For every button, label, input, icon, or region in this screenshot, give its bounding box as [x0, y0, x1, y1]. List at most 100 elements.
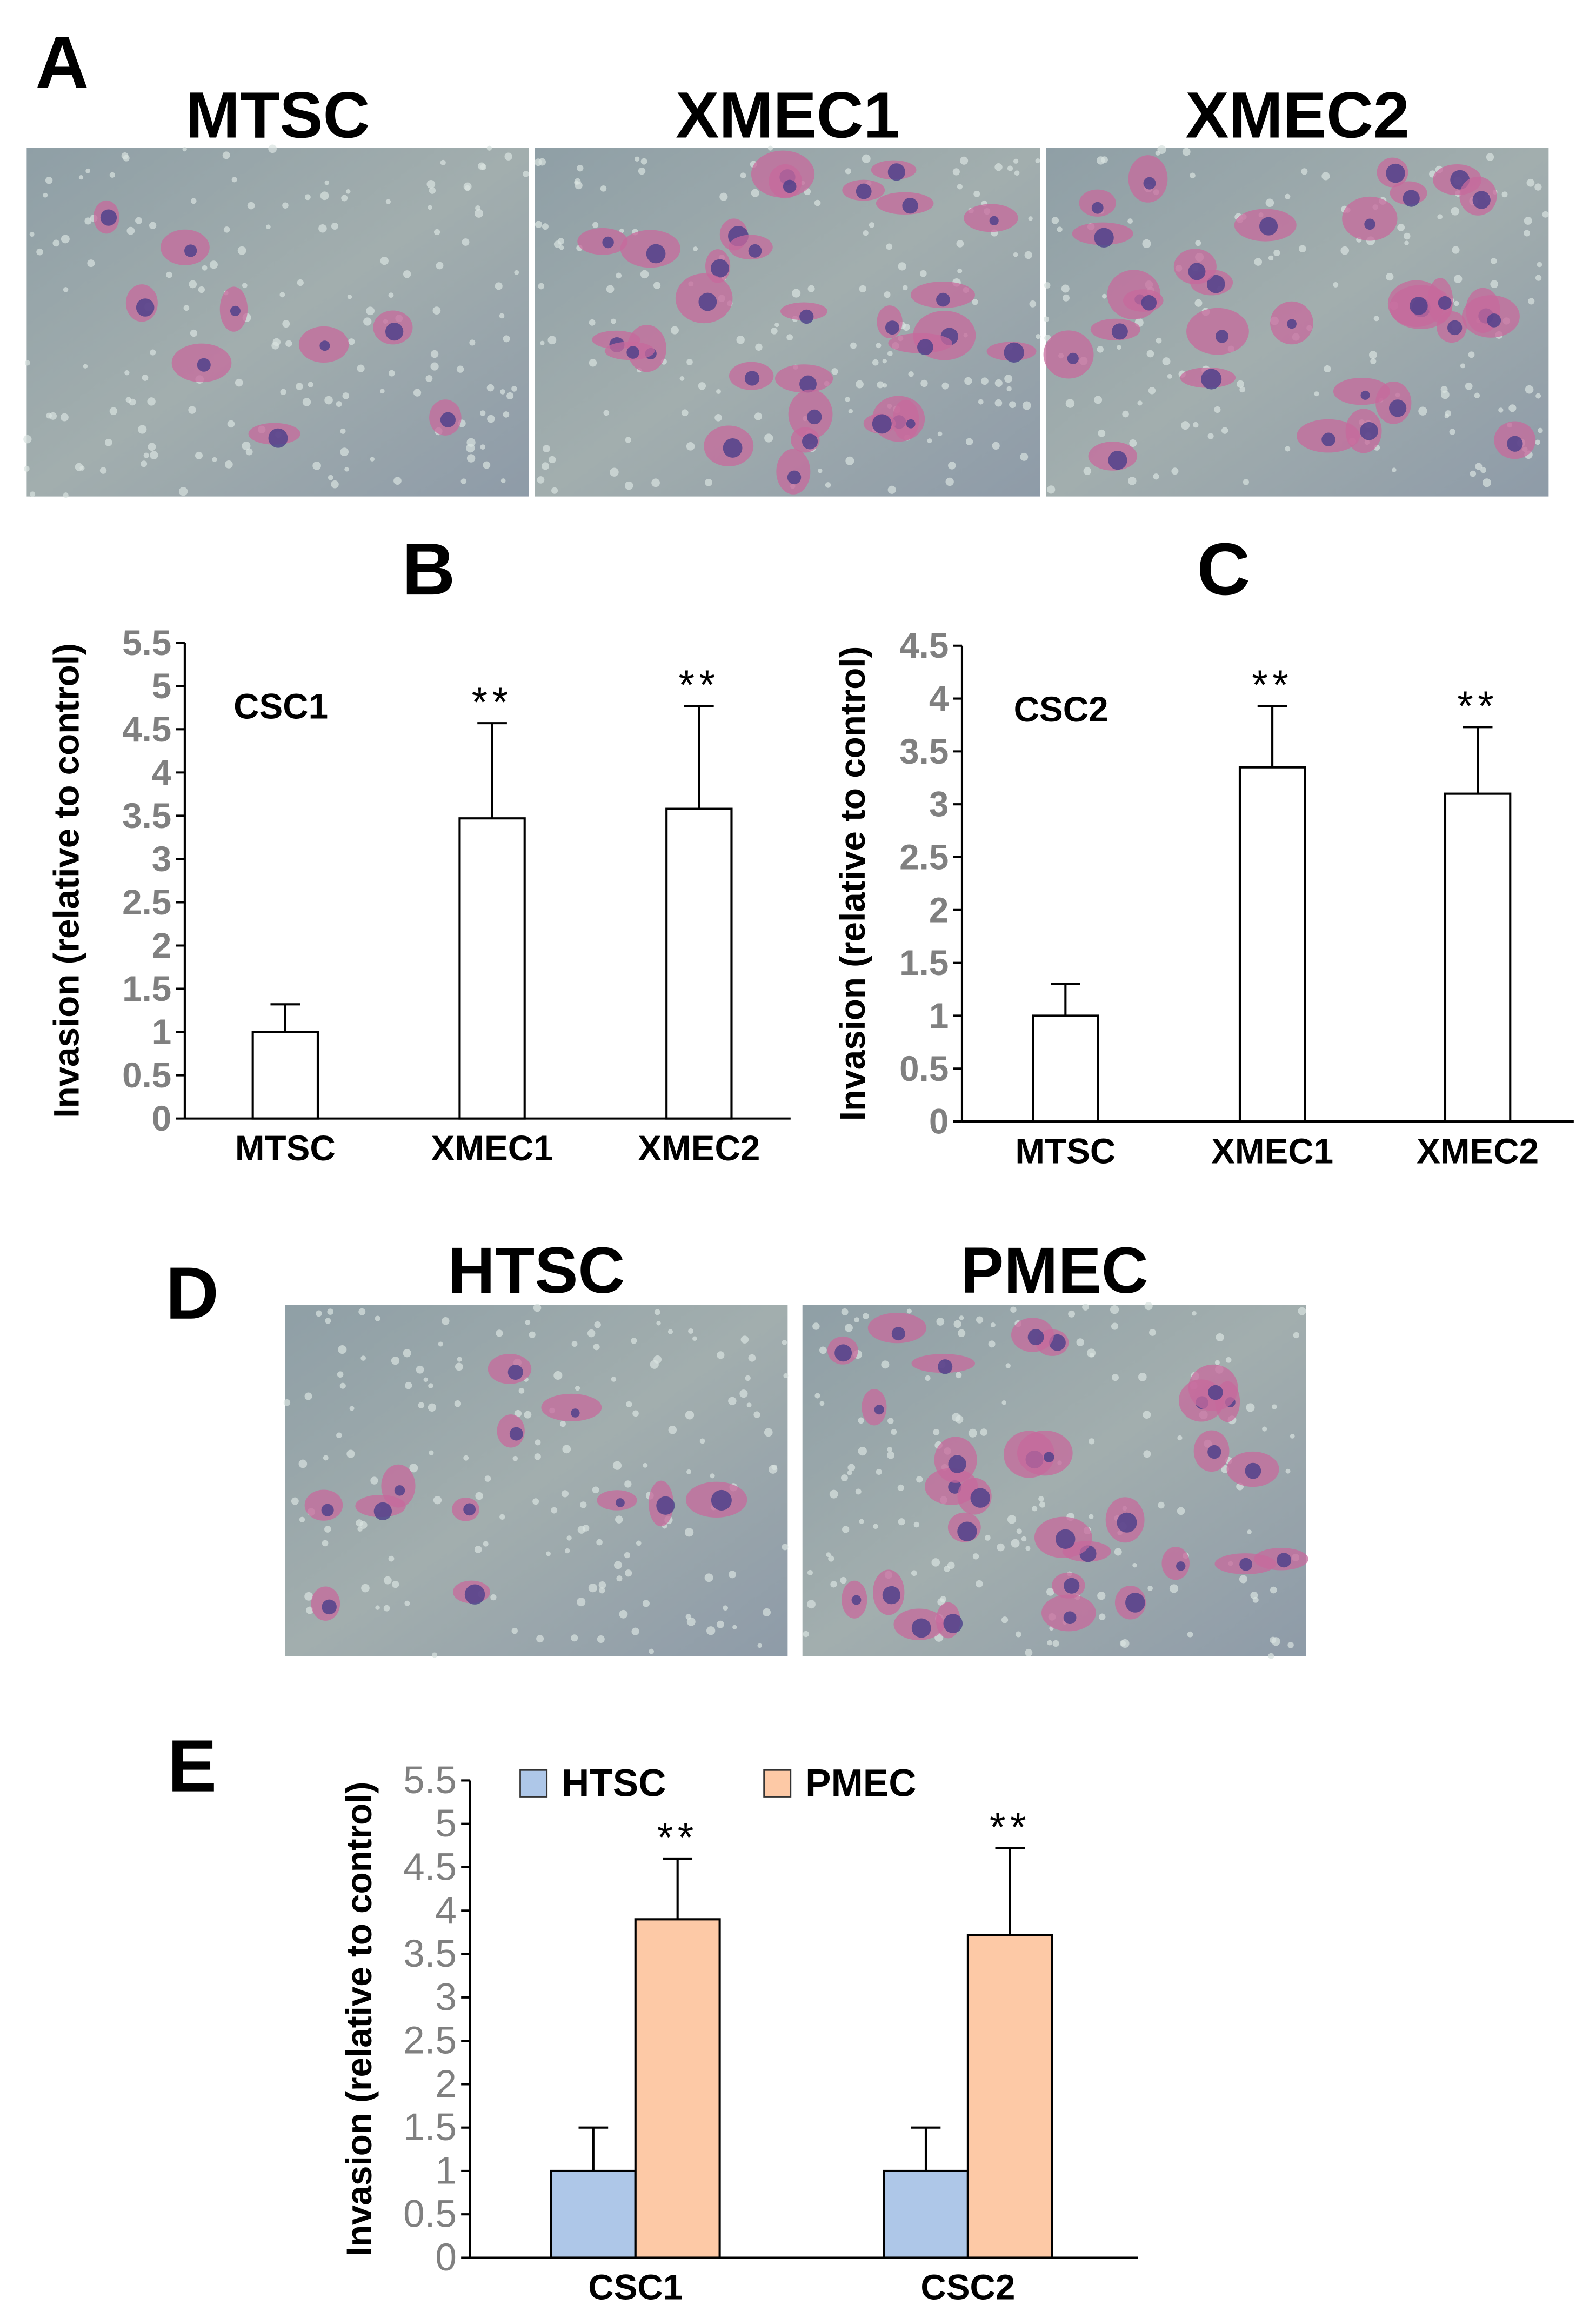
bar	[550, 2169, 637, 2259]
pore	[1247, 1529, 1252, 1534]
pore	[606, 285, 615, 293]
pore	[1120, 1639, 1130, 1648]
pore	[619, 228, 624, 233]
pore	[60, 413, 69, 422]
pore	[714, 414, 722, 422]
pore	[782, 1544, 789, 1551]
pore	[1182, 148, 1191, 156]
pore	[600, 185, 607, 192]
pore	[1373, 316, 1379, 322]
pore	[298, 1459, 308, 1468]
pore	[826, 1552, 831, 1558]
pore	[920, 270, 927, 277]
pore	[1083, 467, 1092, 475]
pore	[1324, 365, 1331, 373]
pore	[757, 1643, 762, 1648]
pore	[224, 460, 233, 469]
pore	[1153, 473, 1159, 480]
pore	[320, 191, 329, 201]
pore	[358, 1308, 366, 1315]
pore	[728, 1571, 737, 1579]
pore	[336, 1432, 342, 1439]
pore	[653, 282, 661, 289]
pore	[997, 1543, 1005, 1552]
nucleus	[321, 1504, 334, 1516]
pore	[1148, 387, 1156, 395]
pore	[542, 223, 549, 230]
pore	[148, 443, 156, 451]
pore	[994, 399, 1003, 407]
y-tick-label: 2	[929, 890, 949, 930]
nucleus	[100, 209, 117, 226]
pore	[328, 475, 333, 480]
y-tick-label: 3	[929, 785, 949, 824]
nucleus	[1176, 1561, 1186, 1571]
y-tick-label: 0.5	[899, 1049, 949, 1088]
pore	[518, 1388, 525, 1394]
pore	[574, 178, 581, 185]
pore	[524, 1411, 532, 1419]
pore	[1171, 467, 1179, 475]
pore	[807, 1600, 816, 1609]
pore	[566, 1535, 572, 1541]
pore	[1268, 255, 1274, 261]
nucleus	[911, 1618, 931, 1638]
pore	[1480, 467, 1486, 473]
pore	[1265, 198, 1274, 208]
pore	[1169, 1584, 1179, 1593]
pore	[1094, 396, 1103, 404]
pore	[684, 1528, 694, 1537]
nucleus	[943, 1614, 963, 1633]
nucleus	[1215, 330, 1229, 343]
pore	[361, 1584, 370, 1593]
pore	[886, 1451, 895, 1459]
pore	[138, 425, 147, 434]
pore	[1010, 1306, 1017, 1313]
nucleus	[1044, 1452, 1054, 1462]
y-tick-label: 1.5	[899, 943, 949, 983]
y-tick-label: 4	[152, 753, 172, 792]
pore	[75, 463, 83, 471]
nucleus	[1091, 202, 1104, 214]
nucleus	[1111, 323, 1128, 340]
nucleus	[783, 179, 797, 193]
pore	[125, 397, 132, 403]
pore	[887, 485, 896, 494]
pore	[755, 343, 763, 351]
pore	[195, 451, 203, 459]
pore	[812, 1322, 820, 1330]
pore	[740, 172, 746, 179]
nucleus	[1360, 422, 1378, 440]
pore	[957, 184, 963, 190]
pore	[1468, 351, 1475, 358]
pore	[898, 262, 906, 271]
pore	[1004, 375, 1013, 383]
nucleus	[602, 236, 614, 249]
pore	[908, 371, 914, 377]
pore	[1214, 406, 1221, 413]
pore	[1524, 230, 1530, 237]
pore	[564, 1548, 570, 1554]
nucleus	[802, 433, 818, 450]
pore	[430, 350, 439, 358]
pore	[388, 1555, 395, 1562]
pore	[499, 313, 505, 319]
pore	[592, 1486, 599, 1494]
y-tick-label: 4.5	[403, 1846, 457, 1888]
pore	[433, 1496, 442, 1505]
nucleus	[1143, 177, 1156, 190]
nucleus	[711, 1489, 732, 1511]
nucleus	[744, 371, 760, 386]
pore	[728, 1397, 737, 1406]
y-axis-label: Invasion (relative to control)	[339, 1782, 379, 2257]
pore	[338, 1345, 347, 1354]
pore	[732, 1625, 737, 1630]
pore	[736, 336, 745, 344]
pore	[1032, 1506, 1038, 1512]
nucleus	[1321, 432, 1335, 446]
pore	[506, 392, 514, 400]
cell	[541, 1393, 602, 1421]
pore	[370, 1476, 378, 1485]
pore	[61, 235, 70, 244]
